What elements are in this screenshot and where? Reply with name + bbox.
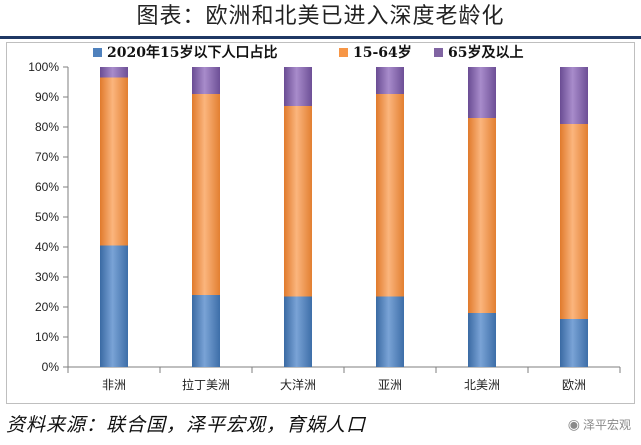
bar-segment xyxy=(284,106,312,297)
bar-segment xyxy=(100,77,128,246)
legend-label: 65岁及以上 xyxy=(448,44,523,61)
legend-swatch xyxy=(93,48,102,57)
y-tick-label: 90% xyxy=(35,90,59,104)
title-divider xyxy=(0,36,641,39)
bar-segment xyxy=(192,67,220,94)
x-tick-label: 非洲 xyxy=(102,378,126,392)
bar-segment xyxy=(468,118,496,313)
x-tick-label: 北美洲 xyxy=(464,378,500,392)
bar-segment xyxy=(376,296,404,367)
watermark: ◉ 泽平宏观 xyxy=(568,416,631,433)
x-tick-label: 亚洲 xyxy=(378,378,402,392)
bar-segment xyxy=(560,124,588,319)
y-tick-label: 10% xyxy=(35,330,59,344)
legend-label: 2020年15岁以下人口占比 xyxy=(107,44,277,61)
bar-segment xyxy=(100,245,128,367)
x-tick-label: 欧洲 xyxy=(562,378,586,392)
stacked-bar-chart: 2020年15岁以下人口占比 15-64岁 65岁及以上 0% 10% 20% 30% 40… xyxy=(28,44,621,392)
legend: 2020年15岁以下人口占比 15-64岁 65岁及以上 xyxy=(93,44,523,61)
bar-segment xyxy=(560,319,588,367)
chart-title: 图表：欧洲和北美已进入深度老龄化 xyxy=(136,4,505,29)
source-note: 资料来源：联合国，泽平宏观，育娲人口 xyxy=(6,414,367,436)
y-tick-label: 50% xyxy=(35,210,59,224)
bar-segment xyxy=(284,67,312,106)
bar-segment xyxy=(560,67,588,124)
x-tick-label: 大洋洲 xyxy=(280,377,316,392)
x-tick-label: 拉丁美洲 xyxy=(182,377,230,392)
y-tick-label: 80% xyxy=(35,120,59,134)
y-tick-label: 100% xyxy=(28,60,59,74)
legend-swatch xyxy=(339,48,348,57)
legend-label: 15-64岁 xyxy=(353,44,412,61)
bar-segment xyxy=(284,296,312,367)
wechat-icon: ◉ xyxy=(567,417,580,433)
y-tick-label: 40% xyxy=(35,240,59,254)
y-tick-label: 30% xyxy=(35,270,59,284)
legend-swatch xyxy=(434,48,443,57)
bar-segment xyxy=(100,67,128,78)
bar-segment xyxy=(376,67,404,94)
bars xyxy=(100,67,588,367)
y-tick-label: 60% xyxy=(35,180,59,194)
y-tick-label: 20% xyxy=(35,300,59,314)
axes: 0% 10% 20% 30% 40% 50% 60% 70% 80% 90% 100% 非洲 拉丁美洲 大… xyxy=(28,60,621,392)
bar-segment xyxy=(376,94,404,297)
bar-segment xyxy=(468,67,496,118)
watermark-label: 泽平宏观 xyxy=(582,418,631,432)
title-bar: 图表：欧洲和北美已进入深度老龄化 xyxy=(0,0,641,34)
bar-segment xyxy=(468,313,496,367)
y-tick-label: 0% xyxy=(42,360,60,374)
y-tick-label: 70% xyxy=(35,150,59,164)
bar-segment xyxy=(192,295,220,367)
bar-segment xyxy=(192,94,220,295)
